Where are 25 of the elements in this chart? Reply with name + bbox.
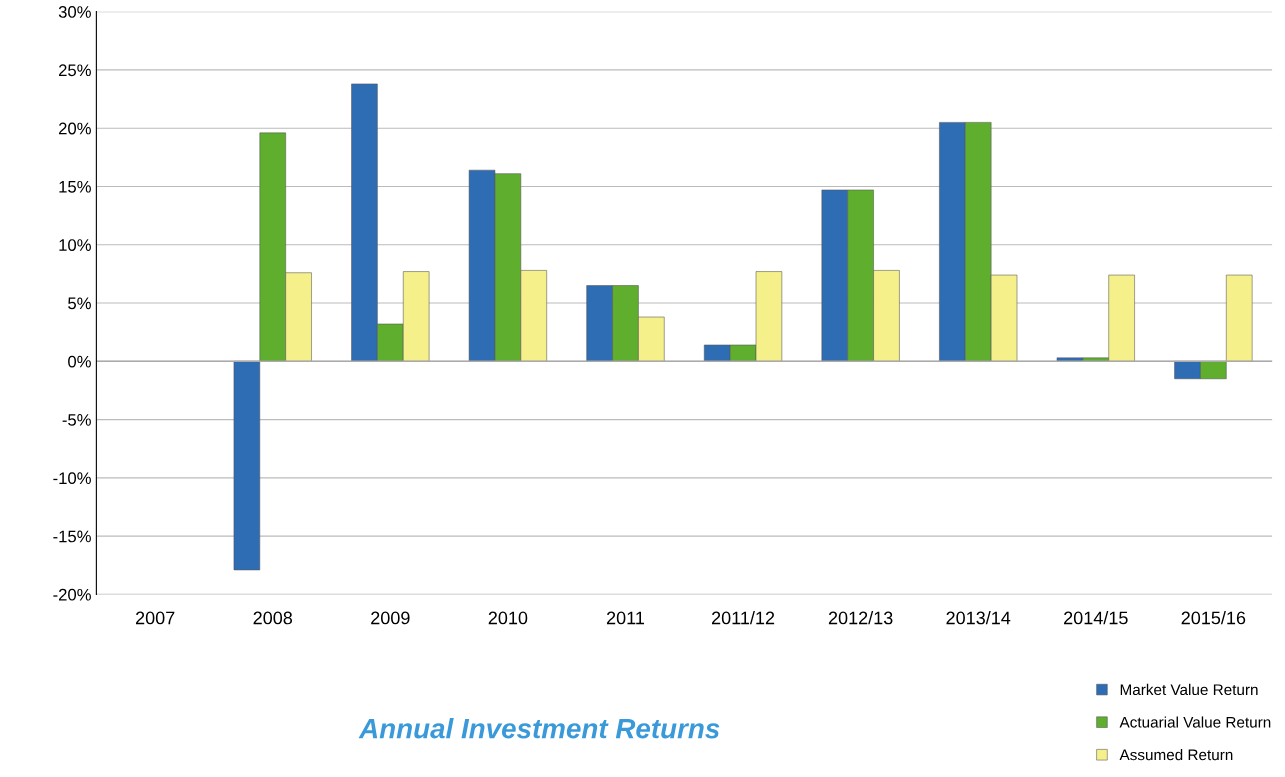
x-tick-label: 2009 (371, 611, 410, 625)
x-tick-label: 2015/16 (1181, 611, 1246, 625)
x-tick-label: 2012/13 (828, 611, 893, 625)
legend-label: Assumed Return (1119, 749, 1233, 761)
y-tick-label: 0% (68, 355, 91, 368)
legend-label: Actuarial Value Return (1119, 716, 1271, 728)
x-tick-label: 2014/15 (1064, 611, 1128, 625)
x-tick-label: 2011 (606, 611, 645, 625)
y-tick-label: 20% (59, 122, 91, 135)
y-tick-label: 15% (59, 180, 91, 193)
y-tick-label: 25% (59, 64, 91, 77)
x-tick-label: 2013/14 (946, 611, 1011, 625)
y-tick-label: -20% (53, 588, 91, 601)
x-tick-label: 2008 (253, 611, 293, 625)
legend-label: Market Value Return (1120, 683, 1258, 696)
y-tick-label: 5% (68, 297, 91, 310)
y-tick-label: 10% (59, 239, 91, 251)
text: Annual Investment Returns (358, 718, 720, 739)
x-tick-label: 2007 (135, 611, 175, 625)
y-tick-label: -5% (62, 414, 91, 426)
y-tick-label: 30% (58, 6, 91, 18)
x-tick-label: 2010 (488, 611, 528, 625)
y-tick-label: -10% (53, 472, 91, 485)
y-tick-label: -15% (53, 530, 91, 543)
x-tick-label: 2011/12 (712, 611, 775, 625)
